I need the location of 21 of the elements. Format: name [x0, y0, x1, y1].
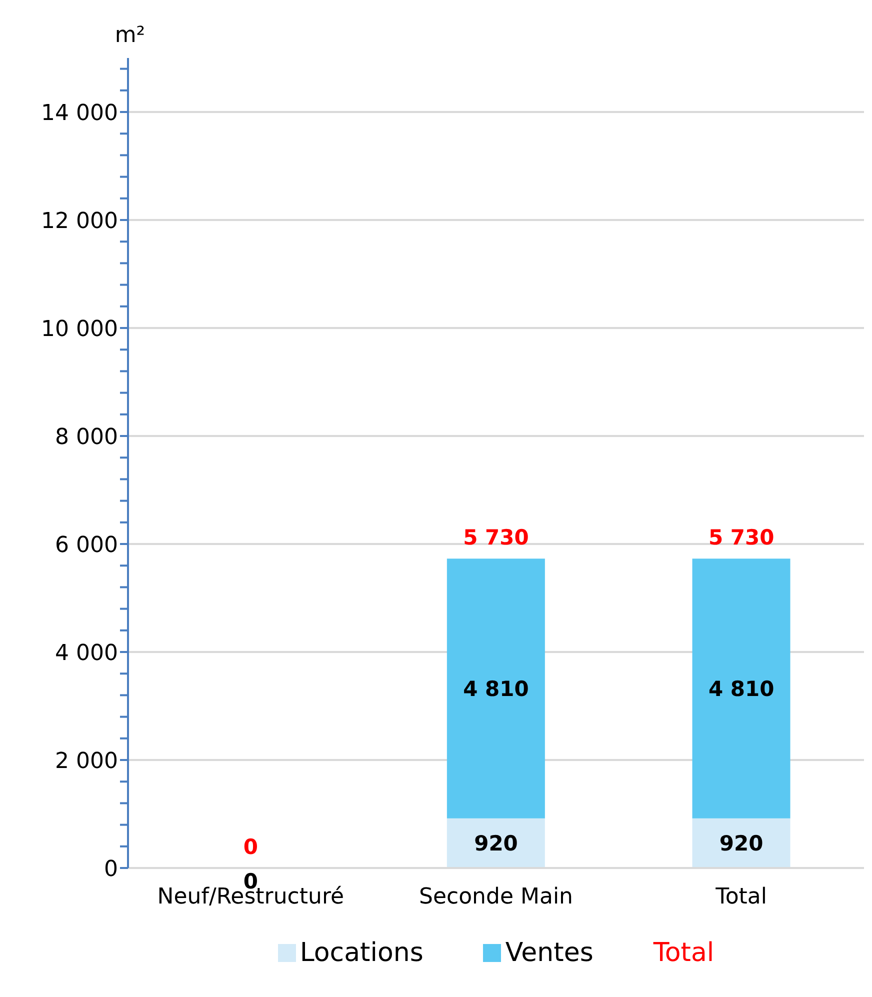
- data-label: 0: [243, 835, 258, 859]
- x-tick-label: Total: [714, 884, 768, 910]
- y-axis-title: m²: [114, 23, 146, 48]
- data-label: 920: [474, 832, 518, 856]
- y-tick-label: 10 000: [41, 316, 118, 342]
- total-label: 5 730: [708, 526, 774, 550]
- y-tick-label: 12 000: [41, 208, 118, 234]
- y-tick-label: 8 000: [55, 424, 118, 450]
- y-tick-label: 2 000: [55, 748, 118, 774]
- y-tick-label: 6 000: [55, 532, 118, 558]
- data-label: 4 810: [708, 676, 774, 701]
- legend-label: Ventes: [505, 938, 594, 968]
- data-label: 4 810: [463, 676, 529, 701]
- x-tick-label: Seconde Main: [418, 884, 574, 910]
- y-tick-label: 14 000: [41, 100, 118, 126]
- data-label: 920: [719, 832, 764, 856]
- legend-label: Locations: [300, 938, 424, 968]
- text: Total: [653, 938, 714, 968]
- total-label: 5 730: [463, 526, 529, 550]
- y-tick-label: 0: [104, 856, 118, 882]
- y-tick-label: 4 000: [55, 640, 118, 666]
